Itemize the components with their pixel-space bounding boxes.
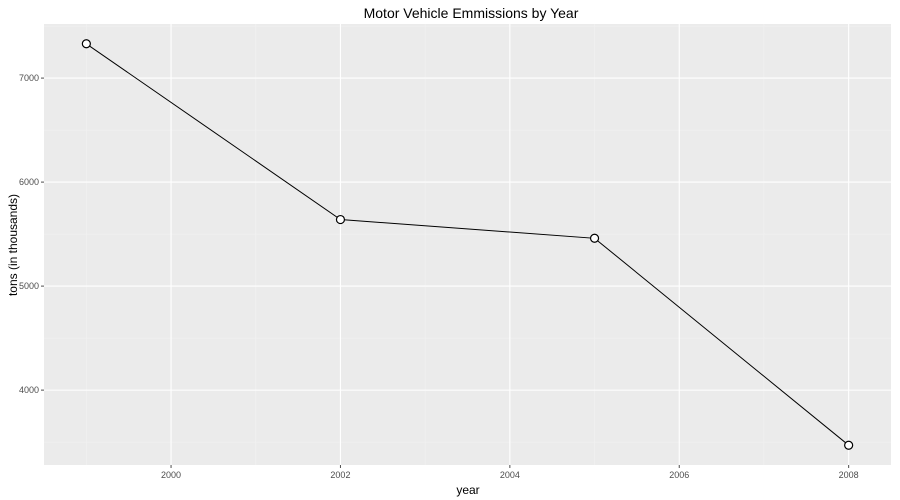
x-tick-label: 2006: [669, 470, 689, 480]
series-line: [86, 43, 849, 446]
plot-panel: [44, 24, 891, 465]
x-tick-label: 2004: [500, 470, 520, 480]
x-tick-label: 2002: [330, 470, 350, 480]
data-point: [81, 39, 91, 49]
x-tick-label: 2000: [161, 470, 181, 480]
x-tick-label: 2008: [839, 470, 859, 480]
grid-lines: [44, 24, 891, 465]
axes: 2000 2002 2004 2006 2008 4000 5000 6000 7000: [19, 73, 859, 480]
data-point: [335, 214, 346, 225]
y-tick-label: 7000: [19, 73, 39, 83]
y-tick-label: 6000: [19, 177, 39, 187]
y-axis-title: tons (in thousands): [6, 194, 20, 296]
data-point: [589, 233, 600, 243]
x-axis-title: year: [456, 483, 479, 497]
data-point: [844, 440, 854, 450]
y-tick-label: 4000: [19, 385, 39, 395]
data-series: [81, 39, 854, 450]
chart-title: Motor Vehicle Emmissions by Year: [364, 5, 579, 21]
y-tick-label: 5000: [19, 281, 39, 291]
